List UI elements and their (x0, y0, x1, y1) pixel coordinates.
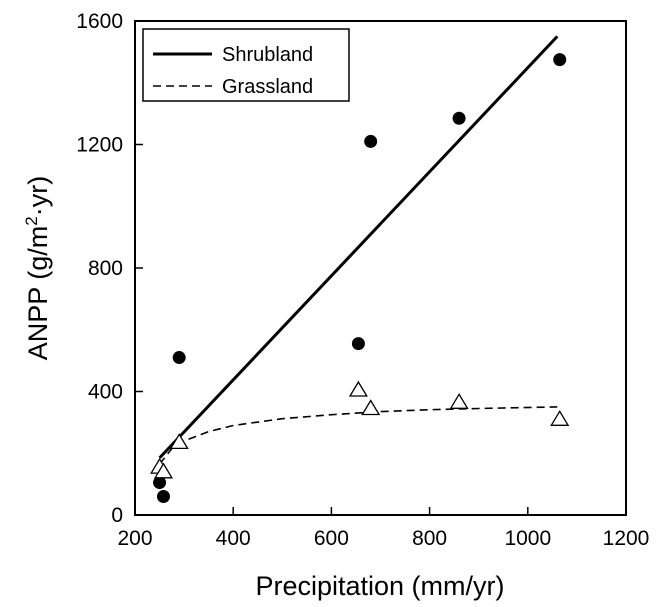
point-grassland-1 (153, 462, 174, 479)
y-axis-label-main: ANPP (g/m (23, 226, 53, 361)
point-grassland-5 (449, 393, 469, 409)
x-tick-label-2: 600 (314, 527, 349, 550)
point-shrubland-4 (364, 134, 378, 148)
axis-ticks: 200 400 600 800 1000 1200 0 400 800 1200 1600 (76, 10, 649, 550)
legend: Shrubland Grassland (142, 28, 350, 102)
y-tick-label-3: 1200 (76, 134, 123, 157)
point-shrubland-5 (452, 111, 466, 125)
x-tick-label-4: 1000 (504, 527, 551, 550)
legend-label-shrubland: Shrubland (222, 44, 313, 66)
y-tick-label-4: 1600 (76, 10, 123, 33)
y-tick-label-2: 800 (88, 257, 123, 280)
legend-box (142, 28, 350, 102)
y-axis-label-tail: ·yr) (23, 176, 53, 216)
x-tick-label-5: 1200 (603, 527, 650, 550)
x-tick-label-0: 200 (117, 527, 152, 550)
point-shrubland-1 (156, 489, 170, 503)
point-grassland-4 (361, 399, 381, 416)
point-shrubland-2 (172, 351, 186, 365)
point-shrubland-0 (153, 476, 167, 490)
point-grassland-6 (550, 410, 570, 426)
x-axis-label: Precipitation (mm/yr) (255, 571, 504, 601)
y-tick-label-0: 0 (111, 504, 123, 527)
point-grassland-3 (348, 380, 368, 397)
point-shrubland-3 (351, 337, 365, 351)
point-shrubland-6 (553, 53, 567, 67)
x-tick-label-3: 800 (412, 527, 447, 550)
x-tick-label-1: 400 (216, 527, 251, 550)
data-points (150, 53, 570, 503)
y-axis-label-superscript: 2 (22, 216, 41, 225)
fit-line-shrubland (158, 35, 559, 459)
y-axis-label: ANPP (g/m2·yr) (22, 176, 53, 361)
plot-area (134, 20, 627, 516)
y-tick-label-1: 400 (88, 381, 123, 404)
point-grassland-2 (169, 433, 189, 450)
legend-label-grassland: Grassland (222, 76, 313, 98)
